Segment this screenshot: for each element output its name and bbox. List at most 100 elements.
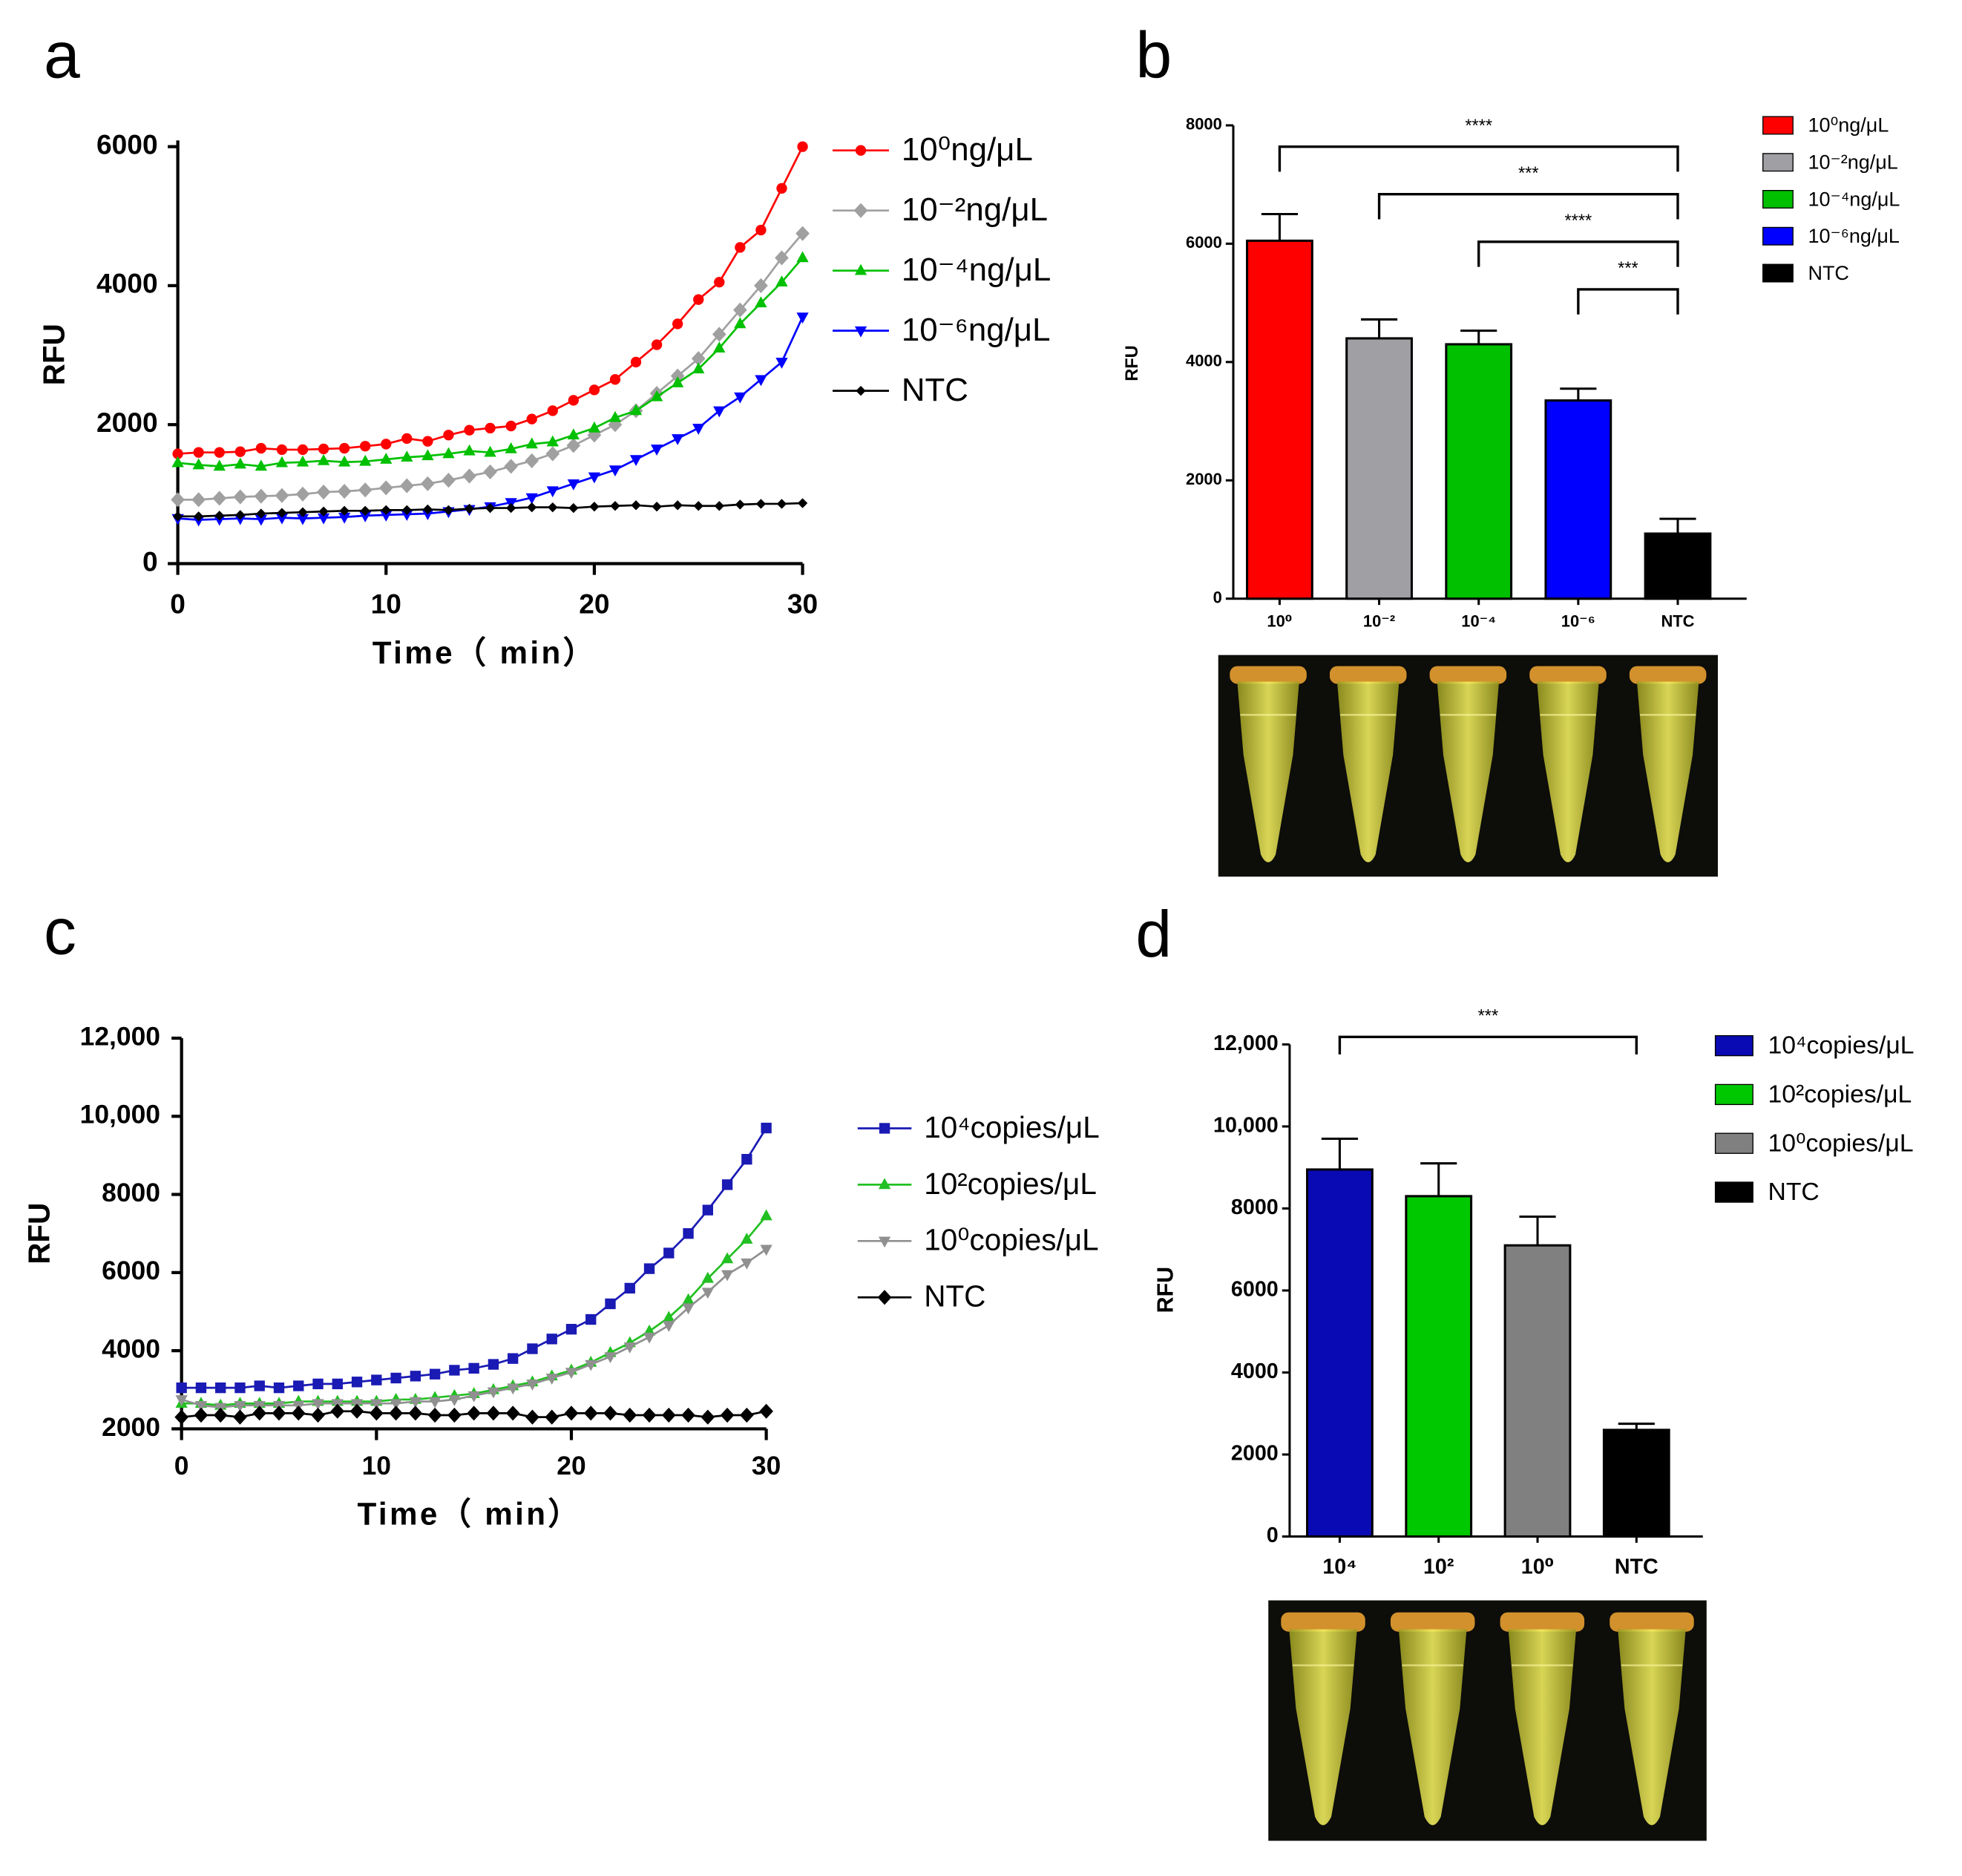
marker (775, 358, 788, 369)
tube (1289, 1629, 1357, 1826)
marker (360, 441, 371, 452)
x-tick-label: 30 (752, 1451, 781, 1480)
marker (661, 1407, 676, 1423)
marker (358, 482, 373, 498)
y-tick-label: 12,000 (80, 1021, 160, 1051)
marker (545, 1374, 558, 1385)
marker (663, 1247, 675, 1259)
marker (389, 1406, 403, 1421)
marker (369, 1406, 384, 1421)
marker (854, 263, 867, 275)
marker (370, 1399, 383, 1411)
marker (734, 392, 747, 404)
marker (776, 499, 787, 509)
x-axis-label: Time（ min） (358, 1497, 582, 1532)
y-tick-label: 0 (1213, 588, 1222, 607)
marker (610, 501, 620, 511)
marker (351, 1377, 363, 1388)
marker (381, 505, 391, 516)
marker (234, 457, 246, 469)
marker (853, 203, 868, 218)
marker (567, 479, 580, 491)
marker (546, 435, 559, 447)
x-tick-label: 10² (1423, 1555, 1454, 1578)
y-axis-label: RFU (22, 1203, 56, 1265)
marker (380, 453, 393, 464)
x-tick-label: NTC (1615, 1555, 1658, 1578)
y-tick-label: 2000 (102, 1412, 160, 1442)
marker (171, 492, 185, 508)
marker (854, 326, 867, 338)
marker (589, 502, 600, 512)
marker (775, 250, 789, 266)
tube-cap (1230, 666, 1307, 684)
tube-cap (1429, 666, 1507, 684)
marker (568, 395, 580, 406)
marker (421, 476, 435, 491)
y-tick-label: 6000 (102, 1256, 160, 1285)
legend-swatch (1714, 1132, 1753, 1154)
marker (878, 1178, 891, 1190)
marker (171, 456, 184, 468)
marker (464, 503, 475, 514)
marker (193, 511, 204, 522)
marker (330, 1403, 345, 1419)
tube-cap (1390, 1612, 1475, 1632)
marker (714, 277, 725, 288)
bar (1503, 1244, 1572, 1538)
marker (409, 1397, 421, 1408)
series-line (177, 146, 804, 455)
legend-label: NTC (1768, 1178, 1819, 1206)
x-tick-label: 30 (787, 588, 818, 620)
marker (525, 453, 539, 468)
tube-cap (1281, 1612, 1365, 1632)
marker (442, 447, 455, 459)
marker (338, 442, 350, 454)
marker (233, 1409, 247, 1425)
marker (212, 491, 227, 506)
legend-label: 10⁴copies/μL (1768, 1032, 1914, 1060)
tube-cap (1629, 666, 1707, 684)
marker (508, 1353, 519, 1364)
marker (797, 498, 808, 508)
marker (449, 1365, 460, 1376)
legend-label: 10⁰copies/μL (924, 1223, 1098, 1257)
marker (447, 1407, 462, 1423)
marker (545, 446, 560, 462)
marker (608, 410, 622, 422)
x-tick-label: 10⁻² (1363, 612, 1395, 631)
legend-swatch (1762, 153, 1794, 172)
marker (467, 1406, 481, 1421)
marker (311, 1407, 325, 1423)
marker (672, 318, 683, 329)
y-tick-label: 4000 (102, 1334, 160, 1363)
marker (194, 1407, 209, 1423)
marker (652, 502, 662, 512)
significance-bracket (1477, 240, 1679, 267)
marker (277, 508, 287, 518)
marker (643, 1332, 656, 1344)
marker (797, 141, 808, 152)
series-line (181, 1127, 767, 1389)
x-tick-label: 0 (174, 1451, 189, 1480)
x-tick-label: 10⁰ (1267, 612, 1292, 631)
marker (429, 1368, 441, 1380)
marker (443, 505, 454, 516)
marker (235, 510, 246, 520)
tube-cap (1610, 1612, 1694, 1632)
legend-swatch (1762, 116, 1794, 135)
marker (234, 1382, 246, 1394)
legend-swatch (1714, 1034, 1753, 1057)
marker (755, 375, 767, 387)
marker (462, 468, 476, 484)
marker (422, 436, 433, 447)
marker (755, 499, 767, 509)
marker (734, 317, 747, 329)
legend-swatch (1714, 1083, 1753, 1106)
marker (295, 486, 310, 502)
marker (484, 445, 496, 457)
tube (1537, 681, 1599, 862)
marker (775, 275, 788, 287)
marker (629, 404, 643, 416)
legend-label: 10⁰copies/μL (1768, 1129, 1913, 1157)
